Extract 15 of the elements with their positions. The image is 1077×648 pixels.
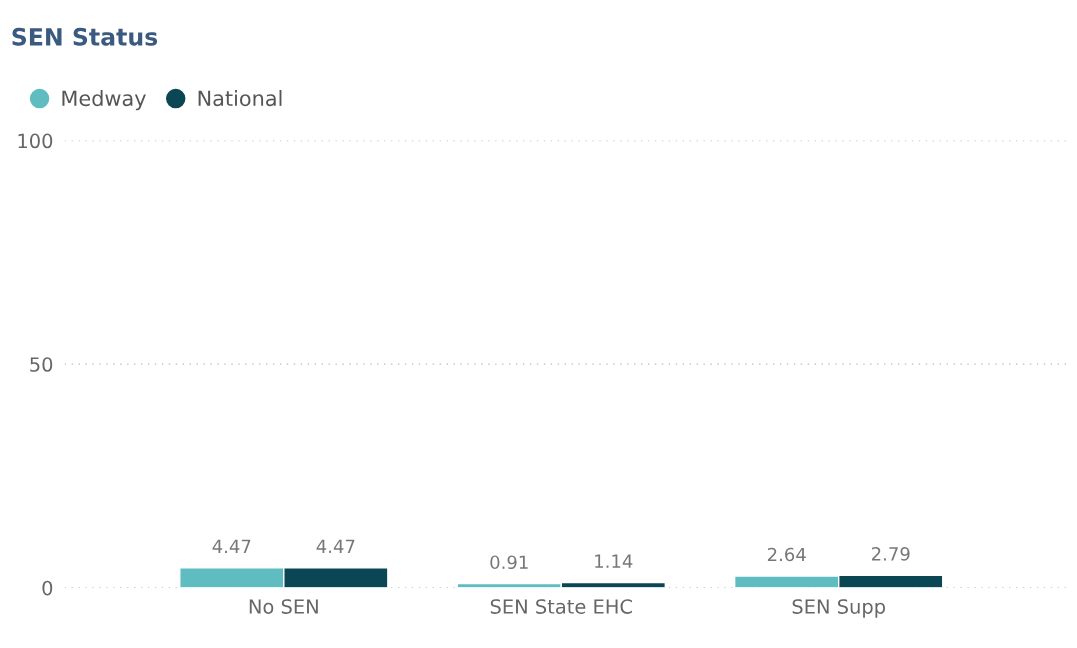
data-label: 4.47	[212, 539, 251, 553]
chart-title: SEN Status	[12, 27, 158, 46]
x-tick-label: No SEN	[249, 599, 318, 614]
data-label: 1.14	[595, 554, 633, 568]
y-tick-label: 0	[42, 580, 53, 596]
data-label: 4.47	[316, 539, 355, 553]
y-tick-label: 100	[18, 133, 53, 149]
x-tick-label: SEN Supp	[792, 599, 886, 618]
data-label: 2.64	[767, 547, 806, 562]
legend-label: National	[198, 90, 282, 107]
x-tick-label: SEN State EHC	[490, 599, 632, 614]
data-label: 2.79	[871, 546, 910, 561]
y-tick-label: 50	[30, 357, 53, 372]
data-label: 0.91	[490, 555, 528, 570]
legend-label: Medway	[62, 90, 146, 111]
